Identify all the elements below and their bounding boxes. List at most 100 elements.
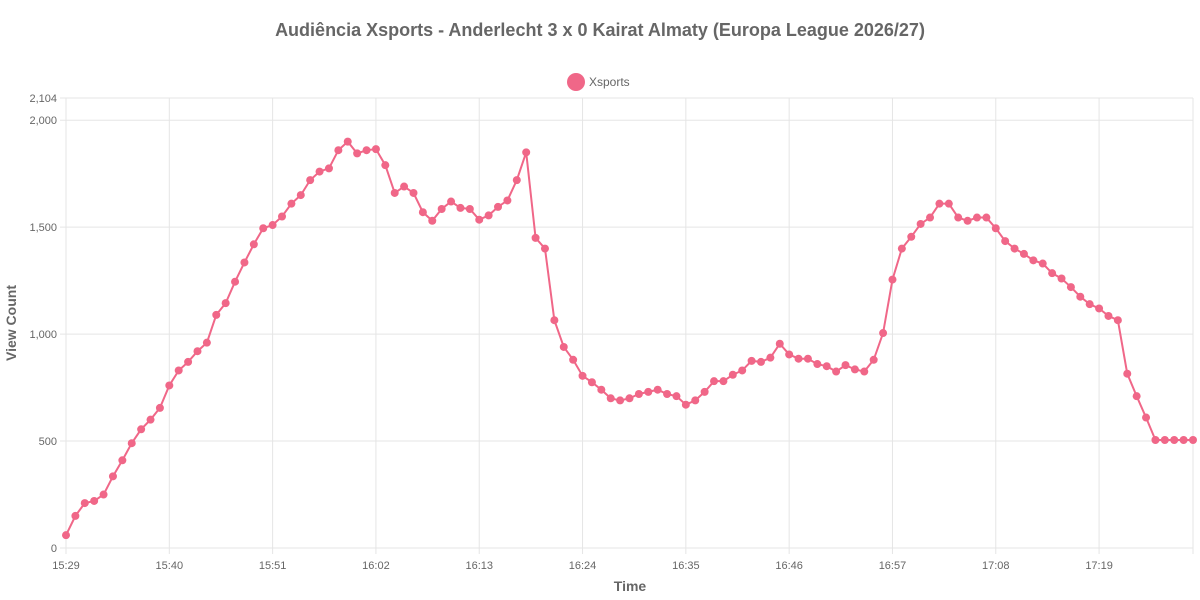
data-point[interactable] xyxy=(738,366,747,375)
data-point[interactable] xyxy=(127,439,136,448)
data-point[interactable] xyxy=(766,353,775,362)
data-point[interactable] xyxy=(700,387,709,396)
legend[interactable]: Xsports xyxy=(567,73,630,91)
data-point[interactable] xyxy=(259,224,268,233)
data-point[interactable] xyxy=(691,396,700,405)
data-point[interactable] xyxy=(672,392,681,401)
data-point[interactable] xyxy=(90,496,99,505)
data-point[interactable] xyxy=(174,366,183,375)
data-point[interactable] xyxy=(1029,256,1038,265)
data-point[interactable] xyxy=(663,390,672,399)
data-point[interactable] xyxy=(991,224,1000,233)
data-point[interactable] xyxy=(954,213,963,222)
data-point[interactable] xyxy=(503,196,512,205)
data-point[interactable] xyxy=(165,381,174,390)
data-point[interactable] xyxy=(268,221,277,230)
data-point[interactable] xyxy=(616,396,625,405)
data-point[interactable] xyxy=(785,350,794,359)
data-point[interactable] xyxy=(926,213,935,222)
data-point[interactable] xyxy=(484,211,493,220)
data-point[interactable] xyxy=(1066,283,1075,292)
data-point[interactable] xyxy=(822,362,831,371)
data-point[interactable] xyxy=(231,277,240,286)
data-point[interactable] xyxy=(146,415,155,424)
data-point[interactable] xyxy=(860,367,869,376)
data-point[interactable] xyxy=(531,233,540,242)
data-point[interactable] xyxy=(832,367,841,376)
data-point[interactable] xyxy=(644,387,653,396)
data-point[interactable] xyxy=(287,199,296,208)
data-point[interactable] xyxy=(437,205,446,213)
data-point[interactable] xyxy=(1179,435,1188,444)
data-point[interactable] xyxy=(578,371,587,380)
data-point[interactable] xyxy=(400,182,409,191)
data-point[interactable] xyxy=(756,357,765,366)
data-point[interactable] xyxy=(540,244,549,253)
data-point[interactable] xyxy=(371,145,380,154)
data-point[interactable] xyxy=(99,490,108,499)
data-point[interactable] xyxy=(841,361,850,370)
data-point[interactable] xyxy=(362,146,371,155)
data-point[interactable] xyxy=(916,219,925,228)
data-point[interactable] xyxy=(850,365,859,374)
data-point[interactable] xyxy=(1170,435,1179,444)
data-point[interactable] xyxy=(1104,311,1113,320)
data-point[interactable] xyxy=(409,188,418,197)
data-point[interactable] xyxy=(202,338,211,347)
data-point[interactable] xyxy=(944,199,953,208)
data-point[interactable] xyxy=(1001,237,1010,246)
data-point[interactable] xyxy=(1010,244,1019,253)
data-point[interactable] xyxy=(334,146,343,155)
data-point[interactable] xyxy=(1057,274,1066,283)
data-point[interactable] xyxy=(634,390,643,399)
data-point[interactable] xyxy=(522,148,531,157)
data-point[interactable] xyxy=(879,329,888,338)
data-point[interactable] xyxy=(62,531,70,540)
data-point[interactable] xyxy=(306,176,315,185)
data-point[interactable] xyxy=(296,191,305,200)
data-point[interactable] xyxy=(315,167,324,176)
data-point[interactable] xyxy=(982,213,991,222)
data-point[interactable] xyxy=(456,203,465,212)
data-point[interactable] xyxy=(1142,413,1151,422)
data-point[interactable] xyxy=(775,339,784,348)
data-point[interactable] xyxy=(343,137,352,146)
data-point[interactable] xyxy=(1095,304,1104,313)
data-point[interactable] xyxy=(278,212,287,221)
data-point[interactable] xyxy=(747,356,756,365)
data-point[interactable] xyxy=(587,378,596,387)
data-point[interactable] xyxy=(390,188,399,197)
data-point[interactable] xyxy=(212,310,221,319)
data-point[interactable] xyxy=(1085,300,1094,309)
data-point[interactable] xyxy=(1151,435,1160,444)
data-point[interactable] xyxy=(1076,292,1085,301)
data-point[interactable] xyxy=(1123,369,1132,378)
data-point[interactable] xyxy=(569,355,578,364)
data-point[interactable] xyxy=(550,316,559,325)
data-point[interactable] xyxy=(1160,435,1169,444)
data-point[interactable] xyxy=(108,472,117,481)
data-point[interactable] xyxy=(681,400,690,409)
data-point[interactable] xyxy=(465,205,474,213)
data-point[interactable] xyxy=(907,232,916,241)
data-point[interactable] xyxy=(1038,259,1047,268)
data-point[interactable] xyxy=(972,213,981,222)
data-point[interactable] xyxy=(728,370,737,379)
data-point[interactable] xyxy=(1189,435,1197,444)
data-point[interactable] xyxy=(935,199,944,208)
data-point[interactable] xyxy=(803,354,812,363)
data-point[interactable] xyxy=(559,342,568,351)
data-point[interactable] xyxy=(897,244,906,253)
data-point[interactable] xyxy=(1132,392,1141,401)
data-point[interactable] xyxy=(240,258,249,267)
data-point[interactable] xyxy=(813,360,822,369)
data-point[interactable] xyxy=(710,377,719,386)
data-point[interactable] xyxy=(963,216,972,225)
data-point[interactable] xyxy=(1019,249,1028,258)
data-point[interactable] xyxy=(381,161,390,170)
data-point[interactable] xyxy=(80,499,89,508)
data-point[interactable] xyxy=(353,149,362,158)
data-point[interactable] xyxy=(155,403,164,412)
data-point[interactable] xyxy=(193,347,202,356)
data-point[interactable] xyxy=(71,511,80,520)
